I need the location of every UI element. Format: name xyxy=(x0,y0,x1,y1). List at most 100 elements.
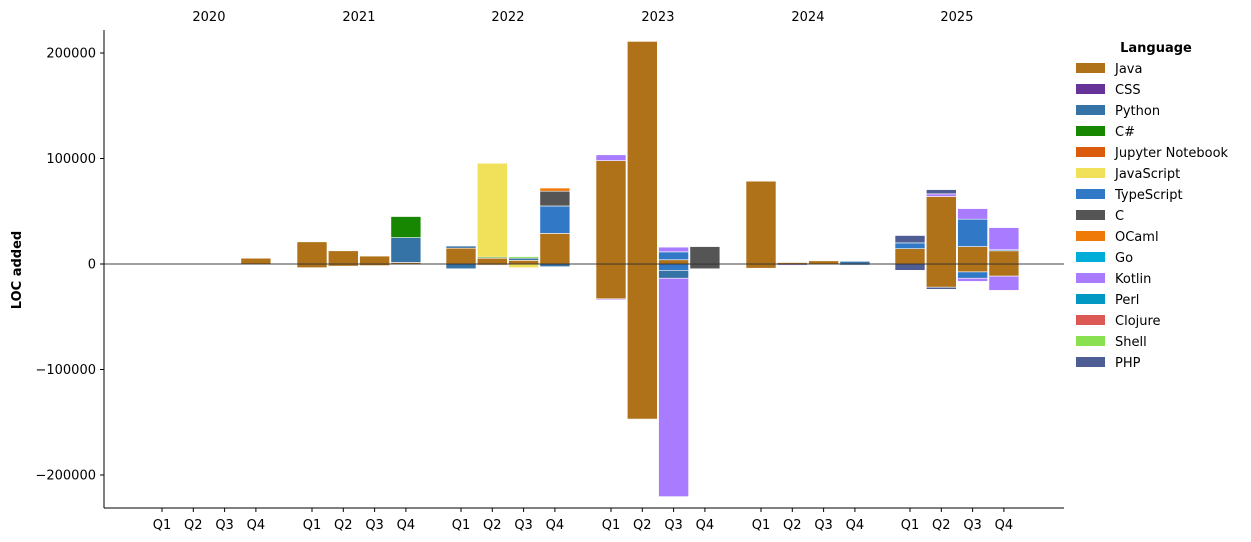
legend-swatch-kotlin xyxy=(1076,273,1105,283)
bar-segment-2023-q1-kotlin-1 xyxy=(595,154,627,161)
axes-layer xyxy=(100,30,1064,512)
legend-label-kotlin: Kotlin xyxy=(1115,272,1151,287)
bar-segment-2025-q2-php-4 xyxy=(925,286,957,290)
bar-segment-2022-q2-java-0 xyxy=(476,257,508,265)
legend-label-javascript: JavaScript xyxy=(1114,167,1180,182)
legend-swatch-clojure xyxy=(1076,315,1105,325)
x-tick-label: Q2 xyxy=(783,518,802,533)
legend-swatch-css xyxy=(1076,84,1105,94)
bar-segment-2021-q1-java-1 xyxy=(296,263,328,268)
x-tick-label: Q4 xyxy=(247,518,266,533)
x-tick-label: Q1 xyxy=(752,518,771,533)
bar-segment-2025-q3-typescript-4 xyxy=(957,271,988,279)
x-tick-label: Q3 xyxy=(814,518,833,533)
legend-swatch-javascript xyxy=(1076,168,1105,178)
bar-segment-2025-q1-php-3 xyxy=(894,263,926,271)
bar-segment-2020-q4-java-0 xyxy=(240,257,272,265)
x-tick-label: Q3 xyxy=(664,518,683,533)
bar-segment-2022-q4-c-2 xyxy=(539,190,571,207)
legend-label-php: PHP xyxy=(1115,356,1141,371)
year-label: 2022 xyxy=(491,10,524,25)
bar-segment-2025-q3-kotlin-2 xyxy=(957,208,988,220)
legend-label-c: C xyxy=(1115,209,1124,224)
x-tick-label: Q1 xyxy=(153,518,172,533)
legend-swatch-c- xyxy=(1076,126,1105,136)
legend-label-go: Go xyxy=(1115,251,1133,266)
legend-label-jupyter-notebook: Jupyter Notebook xyxy=(1114,146,1229,161)
legend-swatch-java xyxy=(1076,63,1105,73)
bar-segment-2023-q3-kotlin-2 xyxy=(658,246,689,253)
legend-label-css: CSS xyxy=(1115,83,1141,98)
legend-label-shell: Shell xyxy=(1115,335,1147,350)
legend-label-typescript: TypeScript xyxy=(1114,188,1183,203)
bar-segment-2023-q4-c-1 xyxy=(689,263,721,270)
bar-segment-2021-q4-c--2 xyxy=(390,216,422,238)
bar-segment-2025-q2-php-2 xyxy=(925,189,957,195)
legend-swatch-jupyter-notebook xyxy=(1076,147,1105,157)
bar-segment-2025-q4-kotlin-4 xyxy=(988,275,1020,291)
bar-segment-2023-q2-java-0 xyxy=(626,41,658,265)
bar-segment-2022-q3-python-1 xyxy=(508,257,539,261)
x-tick-label: Q3 xyxy=(215,518,234,533)
y-tick-label: 0 xyxy=(88,258,96,273)
bar-segment-2023-q3-typescript-1 xyxy=(658,251,689,261)
x-tick-label: Q4 xyxy=(846,518,865,533)
bar-segment-2021-q3-java-0 xyxy=(359,255,390,265)
year-label: 2023 xyxy=(641,10,674,25)
x-tick-label: Q3 xyxy=(514,518,533,533)
y-axis-label: LOC added xyxy=(10,231,25,309)
bar-segment-2022-q4-java-0 xyxy=(539,233,571,265)
bar-segment-2023-q3-typescript-3 xyxy=(658,263,689,271)
y-tick-label: 200000 xyxy=(46,47,96,62)
year-labels: 2020 2021 2022 2023 2024 2025 xyxy=(192,10,973,25)
legend-swatch-php xyxy=(1076,357,1105,367)
legend-label-c-: C# xyxy=(1115,125,1135,140)
bar-segment-2025-q2-java-3 xyxy=(925,263,957,288)
year-label: 2020 xyxy=(192,10,225,25)
x-tick-label: Q1 xyxy=(602,518,621,533)
legend-swatch-shell xyxy=(1076,336,1105,346)
bar-segment-2025-q3-java-3 xyxy=(957,263,988,273)
bar-segment-2024-q1-java-1 xyxy=(745,263,777,269)
bar-segment-2023-q2-java-1 xyxy=(626,263,658,420)
bar-segment-2021-q4-python-1 xyxy=(390,237,422,263)
bar-segment-2025-q4-java-3 xyxy=(988,263,1020,277)
x-tick-label: Q2 xyxy=(334,518,353,533)
legend-title: Language xyxy=(1120,41,1192,56)
legend-label-ocaml: OCaml xyxy=(1115,230,1159,245)
legend-swatch-c xyxy=(1076,210,1105,220)
bar-segment-2022-q1-python-2 xyxy=(445,263,477,270)
x-tick-label: Q2 xyxy=(483,518,502,533)
bar-segment-2025-q3-kotlin-5 xyxy=(957,277,988,282)
x-tick-labels: Q1 Q2 Q3 Q4 Q1 Q2 Q3 Q4 Q1 Q2 Q3 Q4 Q1 Q2 Q3 Q4 Q1 Q2 Q3 Q4… xyxy=(153,518,1013,533)
x-tick-label: Q4 xyxy=(397,518,416,533)
bar-segment-2022-q2-javascript-2 xyxy=(476,162,508,258)
bar-segment-2024-q3-java-0 xyxy=(808,260,839,265)
x-tick-label: Q4 xyxy=(995,518,1014,533)
bar-segment-2021-q2-java-0 xyxy=(327,250,359,265)
legend-label-clojure: Clojure xyxy=(1115,314,1161,329)
legend-label-python: Python xyxy=(1115,104,1160,119)
bar-segment-2025-q3-java-0 xyxy=(957,246,988,265)
bars-layer xyxy=(240,41,1020,497)
bar-segment-2025-q4-java-0 xyxy=(988,250,1020,265)
legend-swatch-go xyxy=(1076,252,1105,262)
bar-segment-2025-q2-kotlin-1 xyxy=(925,193,957,197)
bar-segment-2023-q1-kotlin-3 xyxy=(595,298,627,301)
x-tick-label: Q4 xyxy=(696,518,715,533)
bar-segment-2023-q1-java-2 xyxy=(595,263,627,300)
legend-label-java: Java xyxy=(1114,62,1142,77)
bar-segment-2023-q3-java-0 xyxy=(658,259,689,265)
bar-segment-2025-q3-typescript-1 xyxy=(957,218,988,247)
x-tick-label: Q1 xyxy=(303,518,322,533)
legend-label-perl: Perl xyxy=(1115,293,1139,308)
y-tick-label: −100000 xyxy=(35,363,96,378)
bar-segment-2022-q1-python-1 xyxy=(445,245,477,249)
y-tick-labels: −200000 −100000 0 100000 200000 xyxy=(35,47,96,484)
bar-segment-2023-q1-java-0 xyxy=(595,160,627,265)
bar-segment-2025-q4-kotlin-2 xyxy=(988,227,1020,251)
x-tick-label: Q3 xyxy=(963,518,982,533)
year-label: 2021 xyxy=(342,10,375,25)
legend-swatch-python xyxy=(1076,105,1105,115)
